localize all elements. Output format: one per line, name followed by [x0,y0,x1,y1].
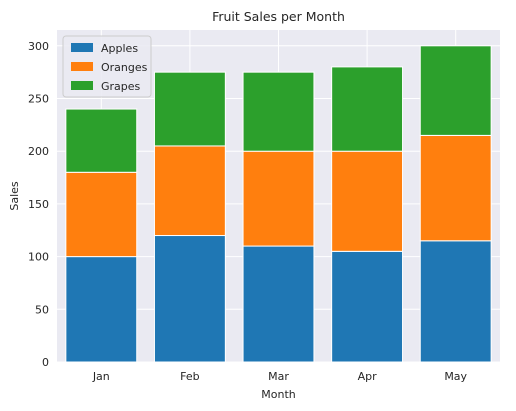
bar-apples-feb [153,235,226,363]
bar-grapes-jan [65,108,138,173]
legend-label-oranges: Oranges [101,61,148,74]
bar-apples-may [419,240,492,363]
legend-swatch-oranges [71,62,93,71]
legend-swatch-apples [71,43,93,52]
x-axis-label: Month [261,388,296,401]
bars [65,45,492,363]
bar-grapes-apr [331,66,404,152]
bar-oranges-feb [153,145,226,237]
x-tick-label: Feb [180,370,199,383]
x-tick-labels: Jan Feb Mar Apr May [92,370,468,383]
bar-apples-jan [65,256,138,363]
y-tick-label: 150 [28,198,49,211]
x-tick-label: Apr [358,370,378,383]
bar-grapes-may [419,45,492,136]
legend: Apples Oranges Grapes [62,35,152,98]
bar-oranges-mar [242,150,315,247]
y-tick-label: 200 [28,145,49,158]
bar-grapes-feb [153,71,226,147]
bar-grapes-mar [242,71,315,152]
y-tick-label: 50 [35,303,49,316]
y-tick-label: 300 [28,40,49,53]
bar-apples-apr [331,250,404,363]
legend-label-grapes: Grapes [101,80,141,93]
legend-label-apples: Apples [101,42,138,55]
bar-oranges-jan [65,171,138,258]
y-tick-label: 100 [28,251,49,264]
chart-title: Fruit Sales per Month [212,9,345,24]
y-tick-label: 250 [28,93,49,106]
bar-oranges-may [419,134,492,242]
bar-oranges-apr [331,150,404,252]
bar-apples-mar [242,245,315,363]
x-tick-label: Jan [92,370,110,383]
y-tick-label: 0 [42,356,49,369]
y-axis-label: Sales [8,181,21,211]
y-tick-labels: 0 50 100 150 200 250 300 [28,40,49,369]
x-tick-label: May [444,370,467,383]
x-tick-label: Mar [268,370,289,383]
legend-swatch-grapes [71,81,93,90]
